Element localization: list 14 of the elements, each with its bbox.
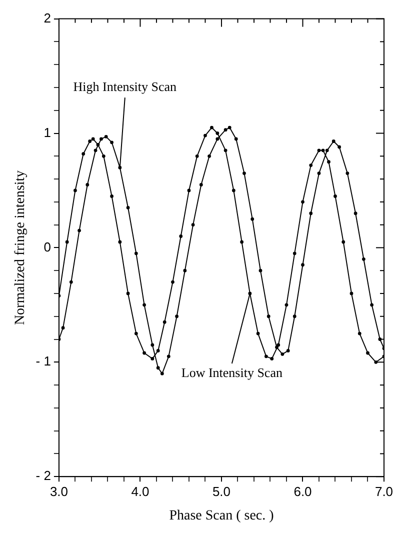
y-axis-title: Normalized fringe intensity <box>13 170 28 326</box>
x-tick-label: 6.0 <box>294 484 312 499</box>
y-tick-label: - 1 <box>36 354 51 369</box>
x-axis-title: Phase Scan ( sec. ) <box>169 508 274 524</box>
y-tick-label: - 2 <box>36 468 51 484</box>
y-tick-label: 0 <box>44 239 51 254</box>
x-tick-label: 7.0 <box>374 484 394 499</box>
x-tick-label: 4.0 <box>131 484 150 499</box>
y-tick-label: 1 <box>44 124 51 140</box>
annotation: Low Intensity Scan <box>181 364 283 380</box>
y-tick-label: 2 <box>44 10 51 26</box>
x-tick-label: 3.0 <box>50 484 68 499</box>
annotation: High Intensity Scan <box>73 79 178 94</box>
x-tick-label: 5.0 <box>212 484 231 499</box>
